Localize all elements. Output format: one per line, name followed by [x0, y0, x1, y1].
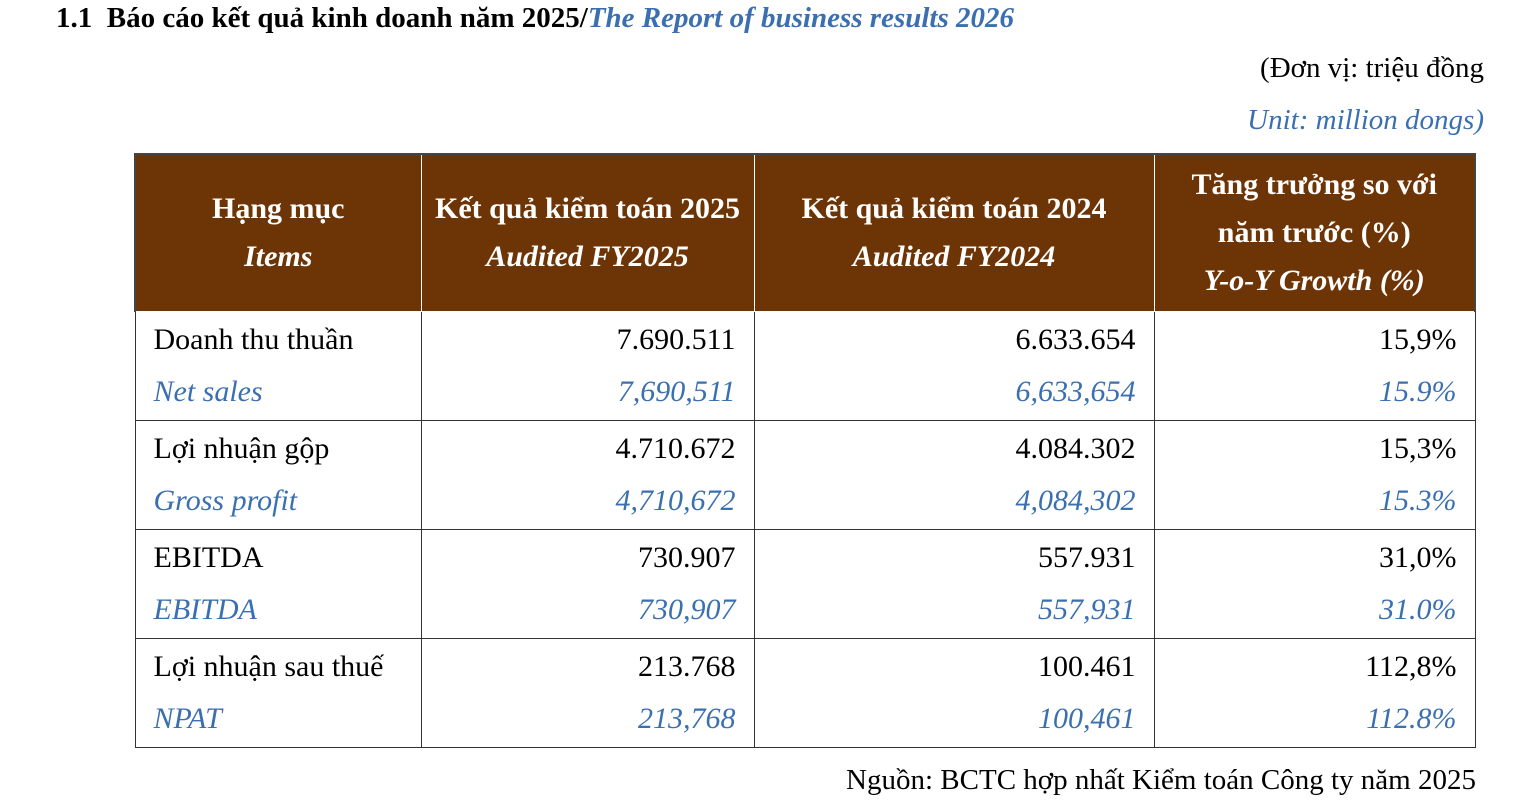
growth-cell: 15,9% 15.9%: [1153, 311, 1476, 421]
value-en: 100,461: [1038, 702, 1136, 735]
value-en: 213,768: [638, 702, 736, 735]
header-fy2025: Kết quả kiểm toán 2025 Audited FY2025: [420, 153, 755, 312]
item-label-en: NPAT: [153, 702, 222, 735]
header-label-vi: Hạng mục: [211, 192, 345, 225]
item-cell: Lợi nhuận sau thuế NPAT: [134, 638, 422, 748]
fy2025-cell: 7.690.511 7,690,511: [420, 311, 755, 421]
fy2024-cell: 4.084.302 4,084,302: [753, 420, 1155, 530]
header-label-en: Items: [244, 240, 313, 273]
header-fy2024: Kết quả kiểm toán 2024 Audited FY2024: [753, 153, 1155, 312]
header-label-en: Y-o-Y Growth (%): [1203, 264, 1425, 297]
value-vi: 4.084.302: [1015, 432, 1136, 465]
business-results-table: Hạng mục Items Kết quả kiểm toán 2025 Au…: [134, 153, 1476, 748]
header-items: Hạng mục Items: [134, 153, 422, 312]
header-growth: Tăng trưởng so với năm trước (%) Y-o-Y G…: [1153, 153, 1476, 312]
value-en: 112.8%: [1366, 702, 1457, 735]
fy2025-cell: 4.710.672 4,710,672: [420, 420, 755, 530]
item-cell: EBITDA EBITDA: [134, 529, 422, 639]
item-cell: Lợi nhuận gộp Gross profit: [134, 420, 422, 530]
value-en: 15.9%: [1379, 375, 1457, 408]
item-label-en: EBITDA: [153, 593, 257, 626]
growth-cell: 31,0% 31.0%: [1153, 529, 1476, 639]
item-cell: Doanh thu thuần Net sales: [134, 311, 422, 421]
value-vi: 7.690.511: [616, 323, 736, 356]
table-row: Doanh thu thuần Net sales 7.690.511 7,69…: [134, 311, 1476, 421]
fy2024-cell: 6.633.654 6,633,654: [753, 311, 1155, 421]
table-row: EBITDA EBITDA 730.907 730,907 557.931 55…: [134, 529, 1476, 639]
item-label-vi: Lợi nhuận sau thuế: [153, 650, 384, 683]
fy2025-cell: 213.768 213,768: [420, 638, 755, 748]
section-number: 1.1: [56, 2, 93, 34]
value-vi: 15,9%: [1379, 323, 1457, 356]
growth-cell: 112,8% 112.8%: [1153, 638, 1476, 748]
table-row: Lợi nhuận gộp Gross profit 4.710.672 4,7…: [134, 420, 1476, 530]
section-title-vi: Báo cáo kết quả kinh doanh năm 2025/: [106, 2, 588, 34]
value-en: 730,907: [638, 593, 736, 626]
unit-note-vi: (Đơn vị: triệu đồng: [1260, 52, 1484, 84]
value-en: 4,084,302: [1015, 484, 1136, 517]
value-en: 31.0%: [1379, 593, 1457, 626]
value-vi: 100.461: [1038, 650, 1136, 683]
growth-cell: 15,3% 15.3%: [1153, 420, 1476, 530]
value-en: 6,633,654: [1015, 375, 1136, 408]
item-label-vi: Lợi nhuận gộp: [153, 432, 330, 465]
unit-note-en: Unit: million dongs): [1247, 104, 1484, 136]
header-label-vi: Tăng trưởng so với năm trước (%): [1191, 168, 1437, 249]
header-label-vi: Kết quả kiểm toán 2024: [801, 192, 1107, 225]
section-title-en: The Report of business results 2026: [587, 2, 1015, 34]
fy2024-cell: 100.461 100,461: [753, 638, 1155, 748]
table-row: Lợi nhuận sau thuế NPAT 213.768 213,768 …: [134, 638, 1476, 748]
header-label-vi: Kết quả kiểm toán 2025: [434, 192, 740, 225]
item-label-vi: EBITDA: [153, 541, 264, 574]
value-en: 7,690,511: [617, 375, 736, 408]
fy2025-cell: 730.907 730,907: [420, 529, 755, 639]
value-vi: 31,0%: [1379, 541, 1457, 574]
item-label-en: Gross profit: [153, 484, 298, 517]
value-vi: 6.633.654: [1015, 323, 1136, 356]
item-label-vi: Doanh thu thuần: [153, 323, 354, 356]
value-vi: 4.710.672: [615, 432, 736, 465]
value-vi: 557.931: [1038, 541, 1136, 574]
value-vi: 213.768: [638, 650, 736, 683]
value-en: 4,710,672: [615, 484, 736, 517]
header-label-en: Audited FY2025: [486, 240, 689, 273]
item-label-en: Net sales: [153, 375, 263, 408]
section-heading: 1.1 Báo cáo kết quả kinh doanh năm 2025/…: [56, 2, 1014, 35]
source-note: Nguồn: BCTC hợp nhất Kiểm toán Công ty n…: [846, 764, 1476, 796]
value-vi: 15,3%: [1379, 432, 1457, 465]
header-label-en: Audited FY2024: [852, 240, 1056, 273]
value-vi: 730.907: [638, 541, 736, 574]
value-vi: 112,8%: [1365, 650, 1457, 683]
table-header-row: Hạng mục Items Kết quả kiểm toán 2025 Au…: [134, 153, 1476, 312]
value-en: 15.3%: [1379, 484, 1457, 517]
value-en: 557,931: [1038, 593, 1136, 626]
fy2024-cell: 557.931 557,931: [753, 529, 1155, 639]
